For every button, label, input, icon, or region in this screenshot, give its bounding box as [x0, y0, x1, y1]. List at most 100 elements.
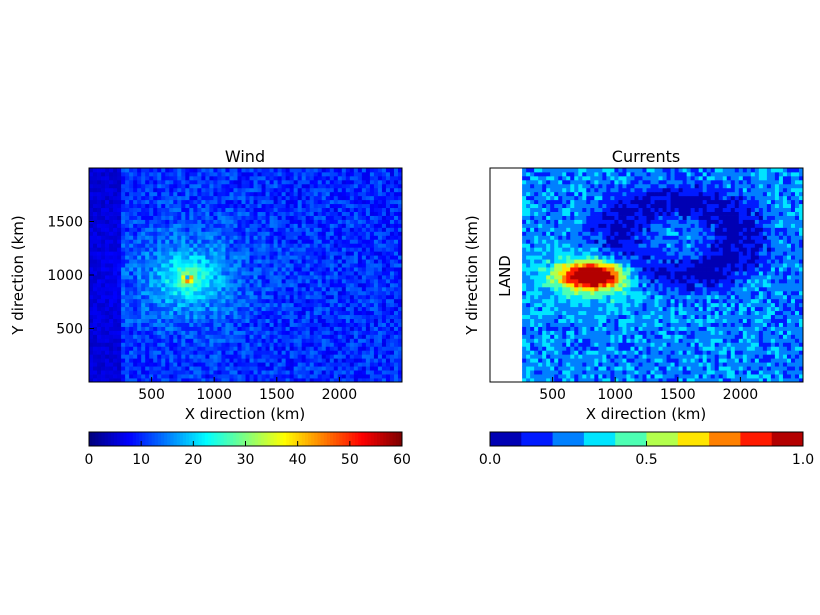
wind-colorbar: [89, 432, 403, 446]
currents-colorbar-segment: [646, 432, 679, 446]
wind-colorbar-segment: [217, 432, 221, 446]
currents-colorbar-segment: [740, 432, 773, 446]
wind-colorbar-segment: [261, 432, 265, 446]
wind-colorbar-tick-label: 10: [132, 452, 150, 468]
wind-colorbar-segment: [182, 432, 187, 446]
wind-colorbar-segment: [126, 432, 131, 446]
wind-colorbar-segment: [279, 432, 284, 446]
wind-colorbar-segment: [358, 432, 362, 446]
wind-colorbar-segment: [164, 432, 168, 446]
wind-colorbar-segment: [333, 432, 337, 446]
wind-colorbar-segment: [198, 432, 203, 446]
currents-panel: Currents LAND 500 1000 1500 2000 X directio…: [463, 147, 814, 468]
wind-colorbar-segment: [395, 432, 400, 446]
wind-colorbar-tick-label: 40: [289, 452, 307, 468]
wind-y-tick-label: 1500: [47, 215, 83, 231]
currents-colorbar-segment: [709, 432, 741, 446]
wind-colorbar-segment: [248, 432, 253, 446]
wind-x-tick-label: 500: [138, 387, 165, 403]
wind-colorbar-segment: [195, 432, 200, 446]
wind-colorbar-segment: [123, 432, 128, 446]
wind-colorbar-segment: [376, 432, 381, 446]
wind-colorbar-tick-label: 0: [85, 452, 94, 468]
wind-colorbar-segment: [295, 432, 300, 446]
currents-colorbar-segment: [677, 432, 710, 446]
wind-colorbar-segment: [214, 432, 218, 446]
wind-colorbar-segment: [120, 432, 124, 446]
wind-colorbar-segment: [298, 432, 303, 446]
wind-colorbar-segment: [276, 432, 281, 446]
wind-colorbar-segment: [380, 432, 384, 446]
wind-colorbar-segment: [129, 432, 134, 446]
wind-colorbar-segment: [189, 432, 193, 446]
wind-colorbar-segment: [383, 432, 387, 446]
wind-colorbar-segment: [267, 432, 272, 446]
currents-colorbar-segment: [615, 432, 647, 446]
wind-colorbar-segment: [373, 432, 378, 446]
wind-colorbar-segment: [398, 432, 403, 446]
wind-x-tick-label: 1500: [259, 387, 295, 403]
currents-title: Currents: [612, 147, 680, 166]
wind-y-tick-label: 500: [56, 322, 83, 338]
wind-colorbar-segment: [98, 432, 103, 446]
wind-y-tick-label: 1000: [47, 268, 83, 284]
wind-colorbar-tick-label: 30: [237, 452, 255, 468]
wind-colorbar-segment: [110, 432, 115, 446]
wind-x-ticks: 500 1000 1500 2000: [138, 377, 357, 403]
wind-colorbar-segment: [114, 432, 118, 446]
currents-colorbar-ticks: 0.0 0.5 1.0: [479, 441, 814, 468]
currents-x-tick-label: 2000: [723, 387, 759, 403]
wind-colorbar-segment: [326, 432, 331, 446]
wind-colorbar-segment: [204, 432, 209, 446]
wind-x-axis-label: X direction (km): [185, 405, 306, 423]
wind-colorbar-segment: [364, 432, 369, 446]
wind-colorbar-segment: [104, 432, 109, 446]
currents-plot-frame: [489, 167, 804, 383]
wind-title: Wind: [225, 147, 265, 166]
wind-colorbar-segment: [160, 432, 165, 446]
wind-colorbar-segment: [336, 432, 340, 446]
currents-colorbar-segment: [771, 432, 804, 446]
wind-colorbar-segment: [236, 432, 240, 446]
wind-colorbar-segment: [154, 432, 159, 446]
land-annotation: LAND: [496, 255, 514, 297]
wind-colorbar-segment: [386, 432, 390, 446]
wind-colorbar-segment: [207, 432, 212, 446]
wind-colorbar-segment: [370, 432, 375, 446]
wind-colorbar-ticks: 0 10 20 30 40 50 60: [85, 441, 411, 468]
wind-colorbar-segment: [361, 432, 365, 446]
wind-colorbar-segment: [242, 432, 246, 446]
wind-colorbar-segment: [176, 432, 181, 446]
wind-colorbar-segment: [245, 432, 250, 446]
wind-colorbar-segment: [351, 432, 356, 446]
wind-colorbar-segment: [301, 432, 306, 446]
wind-x-tick-label: 1000: [196, 387, 232, 403]
currents-colorbar-tick-label: 1.0: [792, 452, 814, 468]
wind-colorbar-segment: [211, 432, 215, 446]
wind-colorbar-segment: [292, 432, 297, 446]
wind-colorbar-segment: [148, 432, 153, 446]
currents-x-tick-label: 1500: [660, 387, 696, 403]
currents-colorbar-segment: [490, 432, 522, 446]
wind-y-axis-label: Y direction (km): [9, 215, 27, 335]
wind-colorbar-segment: [157, 432, 162, 446]
wind-colorbar-segment: [273, 432, 278, 446]
wind-colorbar-segment: [167, 432, 171, 446]
wind-colorbar-segment: [314, 432, 318, 446]
wind-colorbar-segment: [170, 432, 175, 446]
wind-colorbar-segment: [392, 432, 397, 446]
wind-colorbar-segment: [348, 432, 353, 446]
wind-colorbar-segment: [330, 432, 334, 446]
wind-colorbar-segment: [320, 432, 325, 446]
wind-colorbar-segment: [226, 432, 231, 446]
wind-colorbar-segment: [192, 432, 196, 446]
wind-colorbar-segment: [142, 432, 146, 446]
currents-x-ticks: 500 1000 1500 2000: [539, 377, 758, 403]
currents-x-tick-label: 1000: [597, 387, 633, 403]
currents-x-tick-label: 500: [539, 387, 566, 403]
wind-colorbar-segment: [229, 432, 234, 446]
wind-colorbar-segment: [186, 432, 190, 446]
wind-colorbar-segment: [145, 432, 149, 446]
wind-colorbar-segment: [101, 432, 106, 446]
